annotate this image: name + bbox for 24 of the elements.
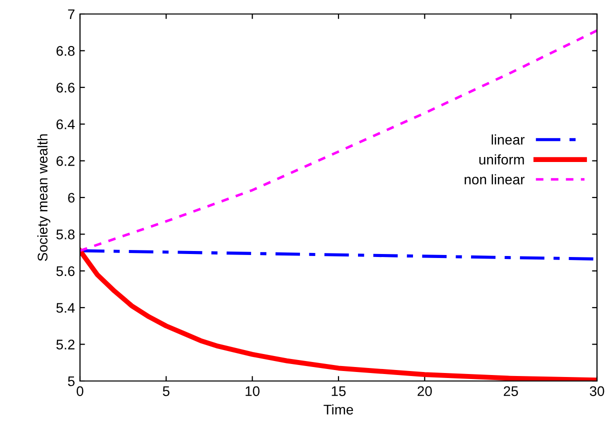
y-axis-title: Society mean wealth [37,134,50,261]
y-tick-label: 7 [68,9,74,20]
legend-label: linear [492,134,525,145]
legend-label: uniform [479,154,524,165]
legend-label: non linear [464,174,525,184]
y-tick-label: 5.6 [56,266,75,276]
y-tick-label: 5.4 [56,303,75,313]
line-series [80,29,597,252]
x-tick-label: 30 [590,386,604,396]
x-tick-label: 25 [504,386,518,396]
x-tick-label: 20 [418,386,432,396]
y-tick-label: 5.2 [56,340,74,350]
x-tick-label: 10 [246,386,260,396]
y-tick-label: 6.6 [56,82,75,93]
x-tick-label: 0 [76,386,84,396]
y-tick-label: 6.8 [56,46,75,56]
x-tick-label: 5 [162,386,170,396]
x-tick-label: 15 [332,386,346,396]
y-tick-label: 5.8 [56,230,75,240]
y-tick-label: 6 [68,192,75,203]
y-tick-label: 5 [68,376,75,386]
x-axis-title: Time [324,404,354,415]
y-tick-label: 6.2 [56,156,74,166]
y-tick-label: 6.4 [56,119,75,130]
